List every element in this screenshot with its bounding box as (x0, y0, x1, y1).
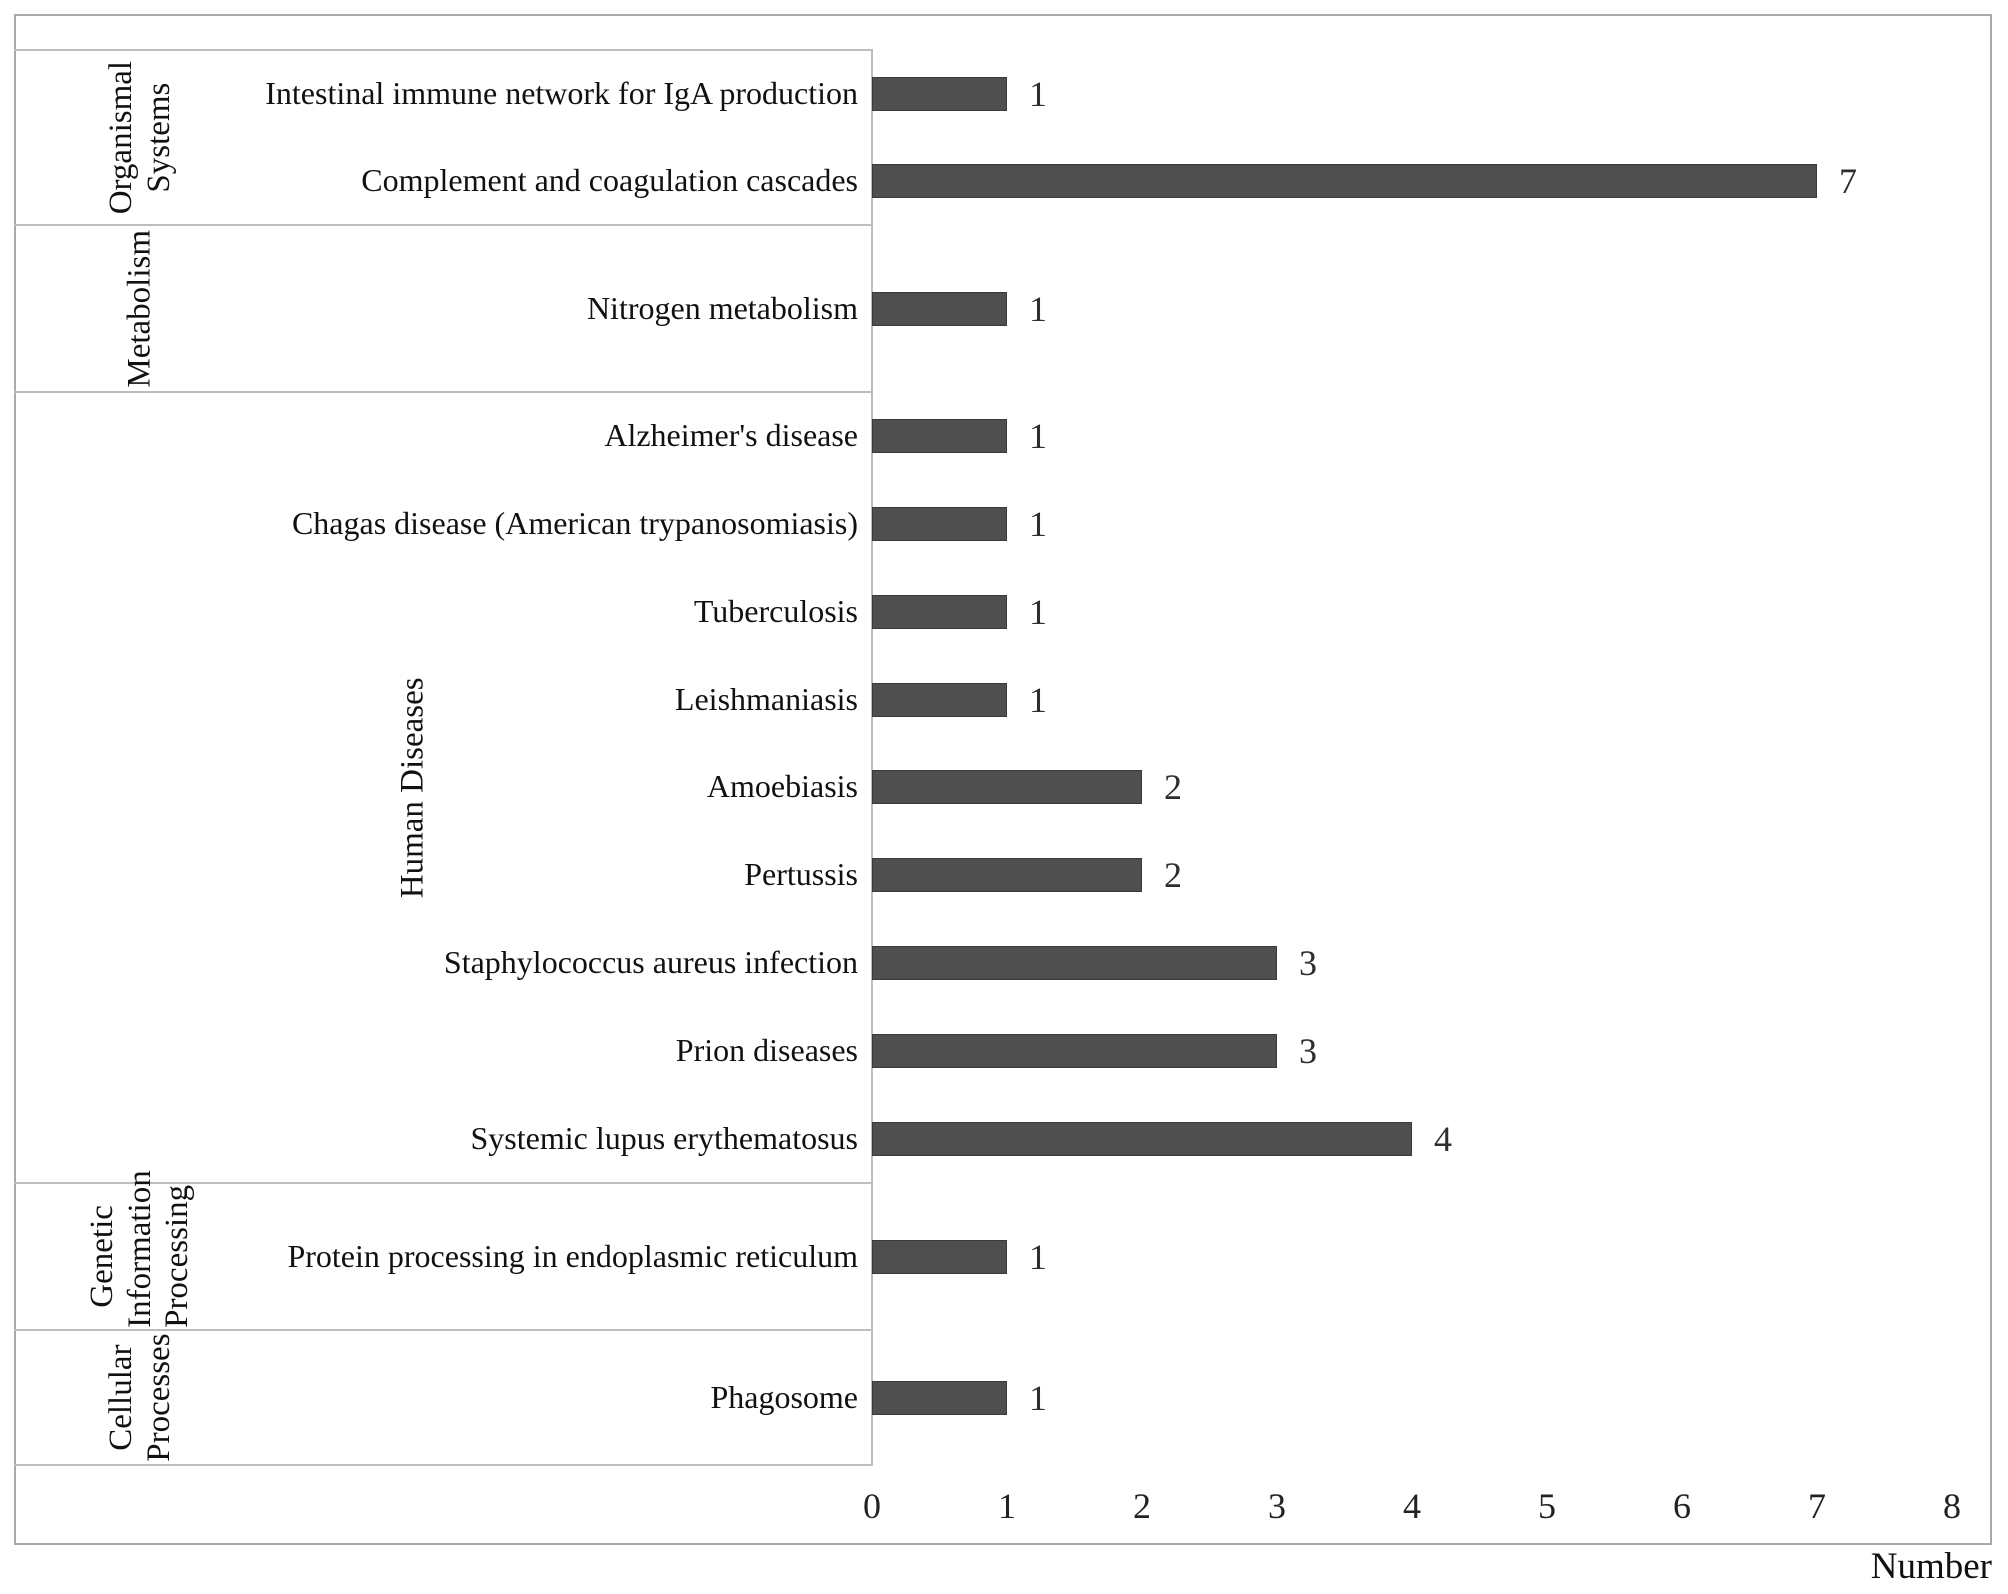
bar-value-label: 1 (1029, 1377, 1047, 1418)
bar (872, 418, 1007, 453)
bar (872, 1122, 1412, 1157)
bar-value-label: 4 (1434, 1119, 1452, 1160)
bar (872, 858, 1142, 893)
table-row: Complement and coagulation cascades 7 (14, 138, 1988, 226)
table-row: Phagosome 1 (14, 1330, 1988, 1465)
group-divider-line (14, 391, 873, 393)
table-row: Prion diseases 3 (14, 1007, 1988, 1095)
table-bottom-line (14, 1464, 873, 1466)
group-divider-line (14, 224, 873, 226)
group-divider-line (14, 1182, 873, 1184)
bar-value-label: 1 (1029, 288, 1047, 329)
x-tick-label: 1 (998, 1486, 1016, 1526)
bar-value-label: 3 (1299, 943, 1317, 984)
pathway-label: Nitrogen metabolism (586, 289, 858, 326)
bar (872, 506, 1007, 541)
x-tick-label: 6 (1673, 1486, 1691, 1526)
group-divider-line (14, 1329, 873, 1331)
x-tick-label: 3 (1268, 1486, 1286, 1526)
bar-value-label: 2 (1164, 767, 1182, 808)
table-row: Leishmaniasis 1 (14, 656, 1988, 744)
table-row: Amoebiasis 2 (14, 744, 1988, 832)
table-row: Chagas disease (American trypanosomiasis… (14, 480, 1988, 568)
bar-value-label: 1 (1029, 679, 1047, 720)
pathway-label: Chagas disease (American trypanosomiasis… (291, 505, 858, 542)
pathway-label: Staphylococcus aureus infection (443, 944, 858, 981)
pathway-label: Prion diseases (675, 1032, 858, 1069)
table-row: Staphylococcus aureus infection 3 (14, 919, 1988, 1007)
bar-value-label: 2 (1164, 855, 1182, 896)
bar (872, 770, 1142, 805)
pathway-label: Intestinal immune network for IgA produc… (265, 74, 858, 111)
bar-value-label: 7 (1839, 161, 1857, 202)
pathway-label: Amoebiasis (706, 768, 858, 805)
pathway-label: Protein processing in endoplasmic reticu… (287, 1237, 858, 1274)
bar (872, 946, 1277, 981)
table-row: Pertussis 2 (14, 831, 1988, 919)
bar-value-label: 1 (1029, 1236, 1047, 1277)
x-axis-title: Number (1870, 1546, 1992, 1587)
bar-value-label: 1 (1029, 591, 1047, 632)
x-tick-label: 0 (863, 1486, 881, 1526)
bar (872, 1380, 1007, 1415)
table-row: Protein processing in endoplasmic reticu… (14, 1183, 1988, 1330)
x-tick-label: 5 (1538, 1486, 1556, 1526)
bar (872, 594, 1007, 629)
table-row: Tuberculosis 1 (14, 568, 1988, 656)
bar-value-label: 1 (1029, 415, 1047, 456)
bar-value-label: 3 (1299, 1031, 1317, 1072)
figure-outer-border (14, 14, 1992, 1545)
table-row: Intestinal immune network for IgA produc… (14, 50, 1988, 138)
pathway-label: Complement and coagulation cascades (361, 162, 858, 199)
x-tick-label: 4 (1403, 1486, 1421, 1526)
pathway-label: Pertussis (744, 856, 858, 893)
pathway-label: Tuberculosis (693, 592, 858, 629)
bar (872, 76, 1007, 111)
bar (872, 682, 1007, 717)
pathway-label: Alzheimer's disease (604, 417, 858, 454)
table-top-line (14, 49, 873, 51)
table-row: Nitrogen metabolism 1 (14, 225, 1988, 392)
bar (872, 1239, 1007, 1274)
x-tick-label: 2 (1133, 1486, 1151, 1526)
category-axis-line (871, 50, 873, 1465)
x-tick-label: 7 (1808, 1486, 1826, 1526)
pathway-label: Phagosome (710, 1378, 858, 1415)
pathway-label: Systemic lupus erythematosus (470, 1120, 858, 1157)
table-row: Alzheimer's disease 1 (14, 392, 1988, 480)
bar-value-label: 1 (1029, 503, 1047, 544)
bar (872, 291, 1007, 326)
bar (872, 1034, 1277, 1069)
table-row: Systemic lupus erythematosus 4 (14, 1095, 1988, 1183)
x-tick-label: 8 (1943, 1486, 1961, 1526)
pathway-label: Leishmaniasis (674, 680, 858, 717)
bar (872, 164, 1817, 199)
bar-value-label: 1 (1029, 73, 1047, 114)
